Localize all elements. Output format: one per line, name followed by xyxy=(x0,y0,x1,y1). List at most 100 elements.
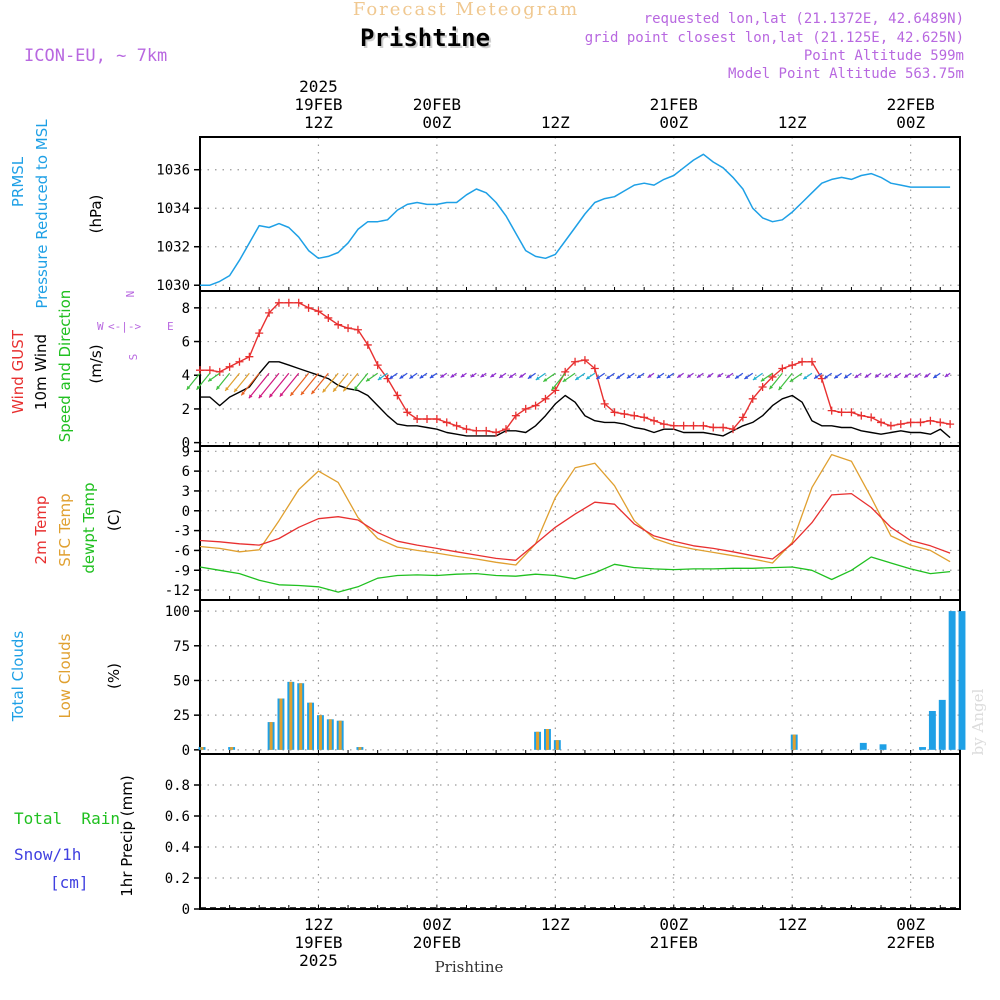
dewpoint-line xyxy=(199,556,951,593)
total-cloud-bar xyxy=(958,611,966,750)
gust-marker xyxy=(492,428,501,437)
wind-arrow-head xyxy=(586,375,591,380)
gust-marker xyxy=(403,408,412,417)
time-label: 00Z xyxy=(422,915,451,934)
y-tick-label: 9 xyxy=(182,444,190,460)
wind-arrow-head xyxy=(575,376,580,380)
y-tick-label: 100 xyxy=(165,604,190,620)
model-altitude: Model Point Altitude 563.75m xyxy=(728,66,964,82)
gust-marker xyxy=(768,372,777,381)
low-cloud-bar xyxy=(555,740,559,750)
wind10m-line xyxy=(200,361,951,439)
low-cloud-bar xyxy=(269,722,273,750)
wind-arrow xyxy=(332,372,349,393)
low-cloud-bar xyxy=(289,681,293,750)
gust-marker xyxy=(936,418,945,427)
y-tick-label: 1032 xyxy=(156,240,190,256)
gust-marker xyxy=(877,418,886,427)
wind-arrow-head xyxy=(726,374,731,378)
gust-marker xyxy=(531,401,540,410)
gust-marker xyxy=(225,362,234,371)
wind-panel: 0 2 4 6 8 xyxy=(182,290,961,452)
y-tick-label: 6 xyxy=(182,464,190,480)
wind-arrow-head xyxy=(234,388,238,393)
precip-panel: 0 0.2 0.4 0.6 0.8 xyxy=(165,753,961,918)
time-label: 12Z xyxy=(304,915,333,934)
wind-arrow-head xyxy=(677,374,682,378)
wind-arrow-head xyxy=(656,374,661,379)
pressure-labels: PRMSL Pressure Reduced to MSL (hPa) xyxy=(9,119,105,309)
gust-marker xyxy=(778,364,787,373)
low-cloud-bar xyxy=(338,720,342,750)
wind-arrow-head xyxy=(480,373,485,378)
gust-marker xyxy=(205,366,214,375)
wind-unit: (m/s) xyxy=(87,344,105,383)
gust-marker xyxy=(373,361,382,370)
wind-arrow-head xyxy=(687,374,692,378)
wind-arrow-head xyxy=(637,374,642,379)
wind-arrow xyxy=(240,372,260,396)
gust-marker xyxy=(235,357,244,366)
gust-marker xyxy=(946,420,955,429)
wind-arrow-head xyxy=(551,386,556,391)
wind-arrow-head xyxy=(803,375,808,380)
wind-arrow-head xyxy=(696,374,701,378)
time-label: 00Z xyxy=(659,113,688,132)
wind-arrow-head xyxy=(248,394,253,399)
wind-arrow-head xyxy=(519,374,524,378)
wind-arrow-head xyxy=(823,375,828,379)
temp2m-line xyxy=(199,492,951,561)
y-tick-label: 0 xyxy=(182,902,190,918)
time-label: 20FEB xyxy=(413,933,461,952)
wind-arrow-head xyxy=(440,374,445,378)
gust-marker xyxy=(334,320,343,329)
gust-marker xyxy=(719,423,728,432)
prmsl-label: PRMSL xyxy=(9,156,27,207)
wind-arrow-head xyxy=(470,373,475,378)
low-cloud-bar xyxy=(792,734,796,750)
gust-marker xyxy=(798,357,807,366)
compass-ew-arrow: <-|-> xyxy=(108,320,141,333)
dewpoint-label: dewpt Temp xyxy=(80,482,98,573)
time-label: 00Z xyxy=(896,113,925,132)
gust-marker xyxy=(551,386,560,395)
gust-marker xyxy=(916,418,925,427)
wind-arrow xyxy=(310,372,329,395)
time-label: 12Z xyxy=(541,915,570,934)
wind-arrow-head xyxy=(499,374,504,378)
wind-arrow-head xyxy=(460,373,465,378)
clouds-labels: Total Clouds Low Clouds (%) xyxy=(9,631,123,723)
wind-arrow-head xyxy=(616,375,621,379)
gust-marker xyxy=(541,394,550,403)
y-tick-label: 1034 xyxy=(156,201,190,217)
panel-frame xyxy=(199,136,961,292)
y-tick-label: 0.6 xyxy=(165,809,190,825)
gust-marker xyxy=(837,408,846,417)
time-label: 12Z xyxy=(778,113,807,132)
wind-arrow-head xyxy=(269,393,273,398)
page-title: Prishtine xyxy=(360,24,490,52)
wind-arrow-head xyxy=(419,374,424,379)
gust-marker xyxy=(363,340,372,349)
wind-arrow-head xyxy=(864,374,869,378)
gust-marker xyxy=(442,418,451,427)
y-tick-label: 2 xyxy=(182,402,190,418)
wind-arrow-head xyxy=(389,375,394,379)
snow-label: Snow/1h xyxy=(14,845,81,864)
model-name: ICON-EU, ~ 7km xyxy=(24,46,167,66)
gust-marker xyxy=(344,324,353,333)
y-tick-label: 8 xyxy=(182,301,190,317)
y-tick-label: -12 xyxy=(165,583,190,599)
gust-marker xyxy=(196,366,204,375)
wind-direction-label: Speed and Direction xyxy=(56,290,74,443)
gust-marker xyxy=(867,413,876,422)
gust-marker xyxy=(590,364,599,373)
gust-marker xyxy=(314,307,323,316)
time-label: 00Z xyxy=(659,915,688,934)
time-label: 21FEB xyxy=(650,95,698,114)
title-shadow: Prishtine xyxy=(362,26,492,54)
wind-arrow-head xyxy=(769,385,774,390)
temperature-panel: -12 -9 -6 -3 0 3 6 9 xyxy=(165,444,961,601)
